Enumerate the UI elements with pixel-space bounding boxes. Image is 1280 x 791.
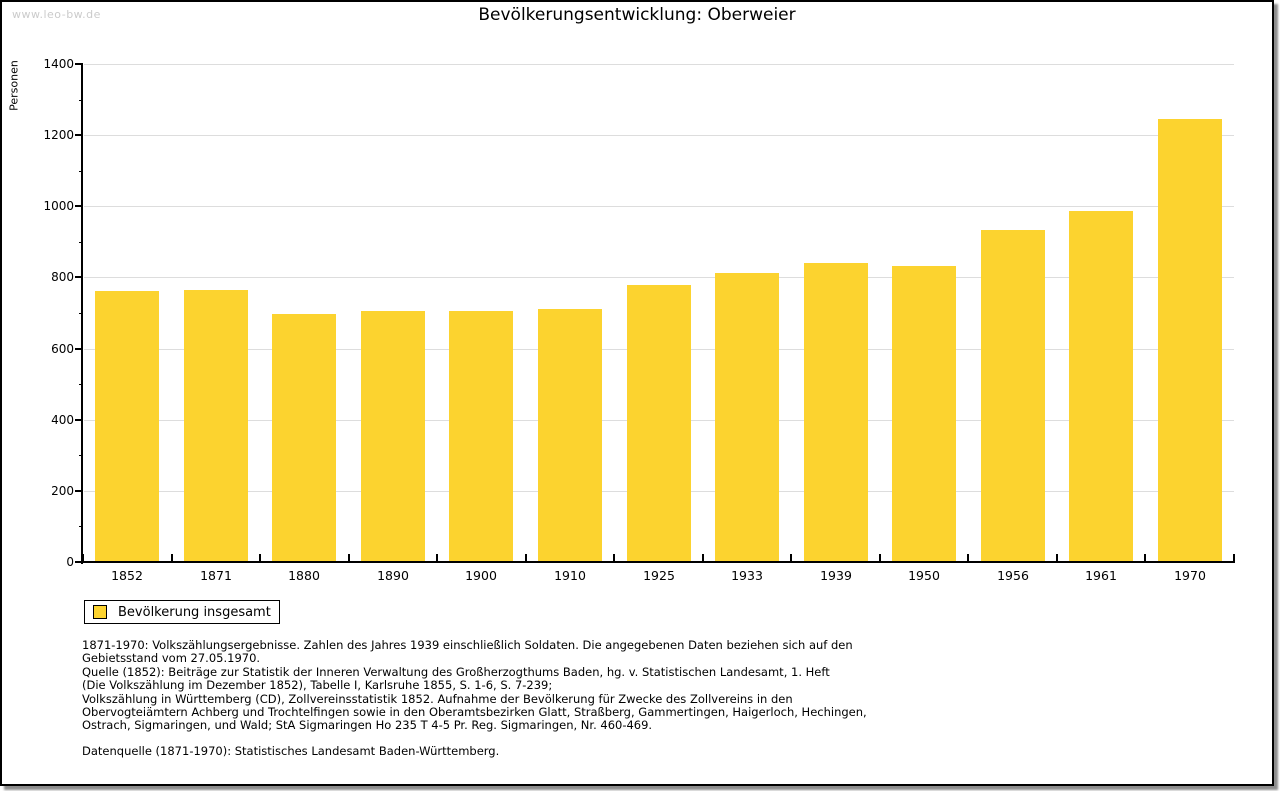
- footer-line: Obervogteiämtern Achberg und Trochtelfin…: [82, 705, 867, 720]
- bar-1970: [1158, 119, 1222, 561]
- gridline: [84, 135, 1234, 136]
- y-tick-label: 1000: [43, 199, 74, 213]
- gridline: [84, 277, 1234, 278]
- x-tick-label: 1910: [554, 568, 586, 583]
- x-axis-tick: [1233, 554, 1235, 562]
- footer-line: Quelle (1852): Beiträge zur Statistik de…: [82, 664, 830, 679]
- x-axis-tick: [1144, 554, 1146, 562]
- x-axis-tick: [967, 554, 969, 562]
- y-tick-label: 1200: [43, 128, 74, 142]
- legend-label: Bevölkerung insgesamt: [118, 604, 271, 620]
- x-axis-tick: [790, 554, 792, 562]
- bar-1956: [981, 230, 1045, 561]
- y-tick-label: 400: [51, 413, 74, 427]
- footer-line: (Die Volkszählung im Dezember 1852), Tab…: [82, 678, 553, 693]
- y-tick-label: 800: [51, 270, 74, 284]
- legend: Bevölkerung insgesamt: [84, 600, 280, 624]
- y-axis-tick: [75, 561, 83, 563]
- x-tick-label: 1890: [377, 568, 409, 583]
- x-axis-tick: [436, 554, 438, 562]
- x-tick-label: 1961: [1085, 568, 1117, 583]
- chart-title: Bevölkerungsentwicklung: Oberweier: [478, 5, 796, 25]
- bar-1910: [538, 309, 602, 561]
- x-axis-tick: [879, 554, 881, 562]
- gridline: [84, 64, 1234, 65]
- bar-1871: [184, 290, 248, 561]
- x-tick-label: 1900: [465, 568, 497, 583]
- footer-notes: 1871-1970: Volkszählungsergebnisse. Zahl…: [82, 638, 867, 733]
- y-axis-tick: [75, 348, 83, 350]
- footer-line: Ostrach, Sigmaringen, und Wald; StA Sigm…: [82, 718, 653, 733]
- y-axis-tick: [75, 205, 83, 207]
- y-axis-tick: [75, 134, 83, 136]
- data-source-note: Datenquelle (1871-1970): Statistisches L…: [82, 744, 500, 758]
- bar-1950: [892, 266, 956, 561]
- footer-line: Gebietsstand vom 27.05.1970.: [82, 651, 261, 666]
- x-tick-label: 1939: [820, 568, 852, 583]
- x-axis-tick: [525, 554, 527, 562]
- y-tick-label: 200: [51, 484, 74, 498]
- gridline: [84, 206, 1234, 207]
- bar-1890: [361, 311, 425, 561]
- x-tick-label: 1925: [643, 568, 675, 583]
- x-tick-label: 1950: [908, 568, 940, 583]
- y-axis-tick: [75, 419, 83, 421]
- y-axis-tick: [75, 63, 83, 65]
- footer-line: Volkszählung in Württemberg (CD), Zollve…: [82, 691, 793, 706]
- y-tick-label: 0: [66, 555, 74, 569]
- x-tick-label: 1970: [1174, 568, 1206, 583]
- bar-1880: [272, 314, 336, 561]
- x-axis-tick: [613, 554, 615, 562]
- legend-swatch-icon: [93, 605, 107, 619]
- bar-1900: [449, 311, 513, 561]
- footer-line: 1871-1970: Volkszählungsergebnisse. Zahl…: [82, 638, 853, 652]
- bar-1961: [1069, 211, 1133, 561]
- y-tick-label: 1400: [43, 57, 74, 71]
- x-axis-tick: [171, 554, 173, 562]
- bar-1933: [715, 273, 779, 561]
- x-tick-label: 1852: [111, 568, 143, 583]
- bar-1852: [95, 291, 159, 561]
- x-tick-label: 1880: [288, 568, 320, 583]
- x-axis-line: [81, 561, 1235, 563]
- bar-1925: [627, 285, 691, 561]
- x-axis-tick: [259, 554, 261, 562]
- y-axis-tick: [75, 490, 83, 492]
- y-axis-line: [81, 63, 83, 564]
- x-tick-label: 1956: [997, 568, 1029, 583]
- x-axis-tick: [702, 554, 704, 562]
- x-tick-label: 1871: [200, 568, 232, 583]
- y-tick-label: 600: [51, 342, 74, 356]
- watermark-text: www.leo-bw.de: [12, 8, 101, 21]
- x-axis-tick: [1056, 554, 1058, 562]
- x-axis-tick: [82, 554, 84, 562]
- bar-1939: [804, 263, 868, 561]
- x-tick-label: 1933: [731, 568, 763, 583]
- y-axis-tick: [75, 276, 83, 278]
- x-axis-tick: [348, 554, 350, 562]
